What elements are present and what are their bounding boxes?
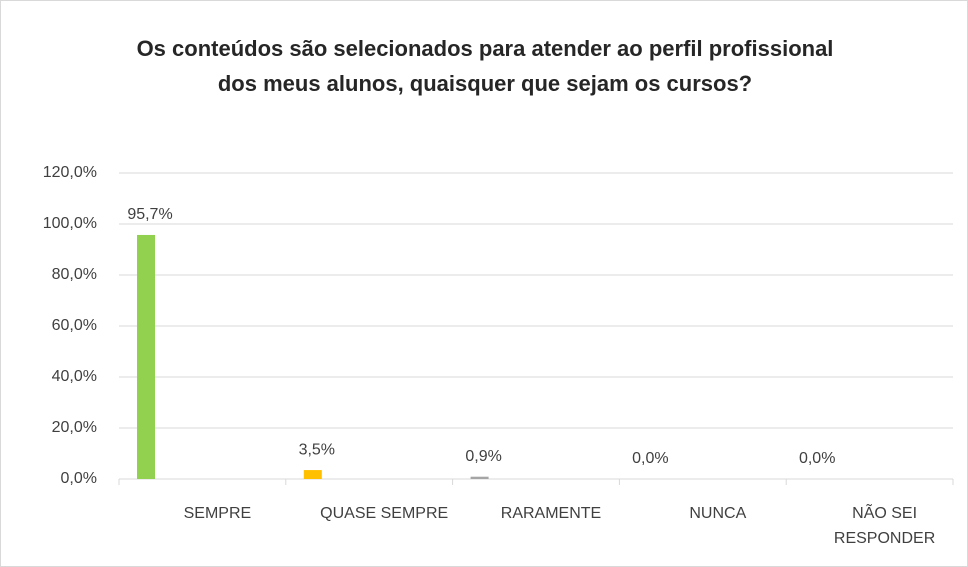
x-tick-label: NÃO SEI RESPONDER bbox=[833, 505, 936, 547]
data-label: 3,5% bbox=[299, 441, 335, 458]
data-label: 0,9% bbox=[465, 448, 501, 465]
x-tick-label: QUASE SEMPRE bbox=[320, 505, 449, 522]
y-tick-label: 20,0% bbox=[52, 419, 97, 436]
y-tick-label: 40,0% bbox=[52, 368, 97, 385]
y-tick-label: 80,0% bbox=[52, 266, 97, 283]
x-tick-label: NUNCA bbox=[689, 505, 747, 522]
bar bbox=[137, 234, 155, 479]
data-label: 95,7% bbox=[127, 206, 172, 223]
y-tick-label: 100,0% bbox=[43, 215, 97, 232]
data-label: 0,0% bbox=[799, 450, 835, 467]
y-tick-label: 60,0% bbox=[52, 317, 97, 334]
bar bbox=[470, 476, 489, 479]
x-tick-label: RARAMENTE bbox=[500, 505, 602, 522]
y-tick-label: 120,0% bbox=[43, 164, 97, 181]
chart-title: Os conteúdos são selecionados para atend… bbox=[136, 36, 834, 96]
data-label: 0,0% bbox=[632, 450, 668, 467]
bar bbox=[303, 470, 322, 479]
x-tick-label: SEMPRE bbox=[183, 505, 252, 522]
y-tick-label: 0,0% bbox=[61, 470, 97, 487]
